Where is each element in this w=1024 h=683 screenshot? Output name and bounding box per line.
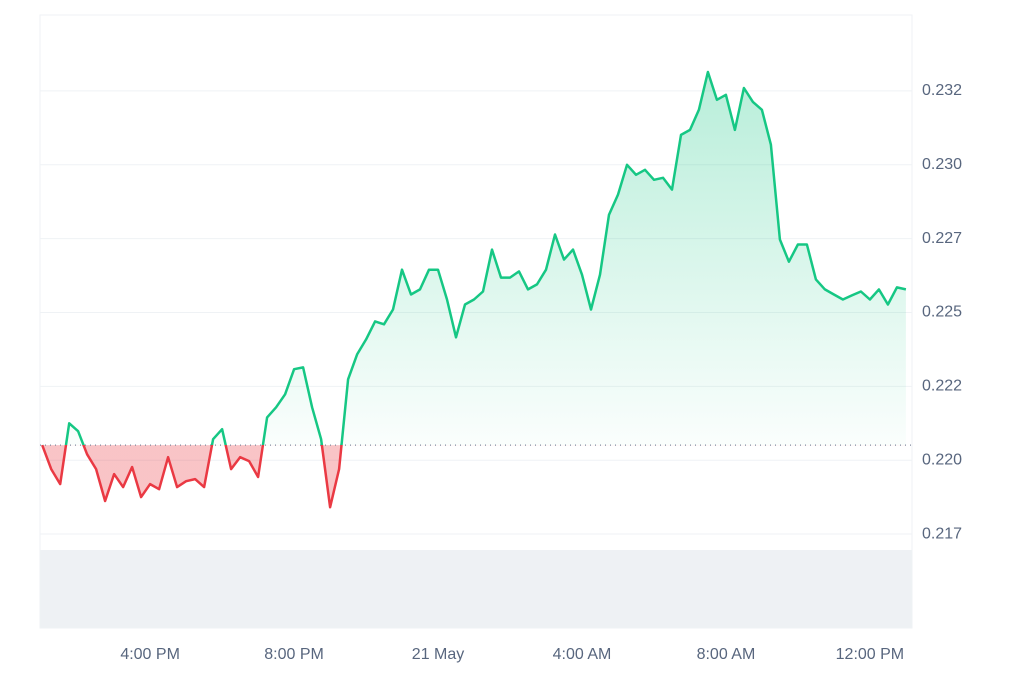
y-tick-label: 0.227 — [922, 230, 962, 247]
y-tick-label: 0.230 — [922, 156, 962, 173]
x-tick-label: 8:00 PM — [264, 646, 324, 663]
y-tick-label: 0.225 — [922, 304, 962, 321]
x-tick-label: 4:00 PM — [120, 646, 180, 663]
plot-frame — [39, 14, 913, 629]
volume-band — [40, 550, 912, 628]
y-tick-label: 0.220 — [922, 451, 962, 468]
x-tick-label: 21 May — [412, 646, 464, 663]
x-tick-label: 12:00 PM — [836, 646, 904, 663]
price-area — [42, 72, 906, 508]
price-line — [41, 70, 907, 509]
x-tick-label: 8:00 AM — [697, 646, 756, 663]
y-tick-label: 0.217 — [922, 525, 962, 542]
x-tick-label: 4:00 AM — [553, 646, 612, 663]
y-tick-label: 0.232 — [922, 82, 962, 99]
y-tick-label: 0.222 — [922, 378, 962, 395]
